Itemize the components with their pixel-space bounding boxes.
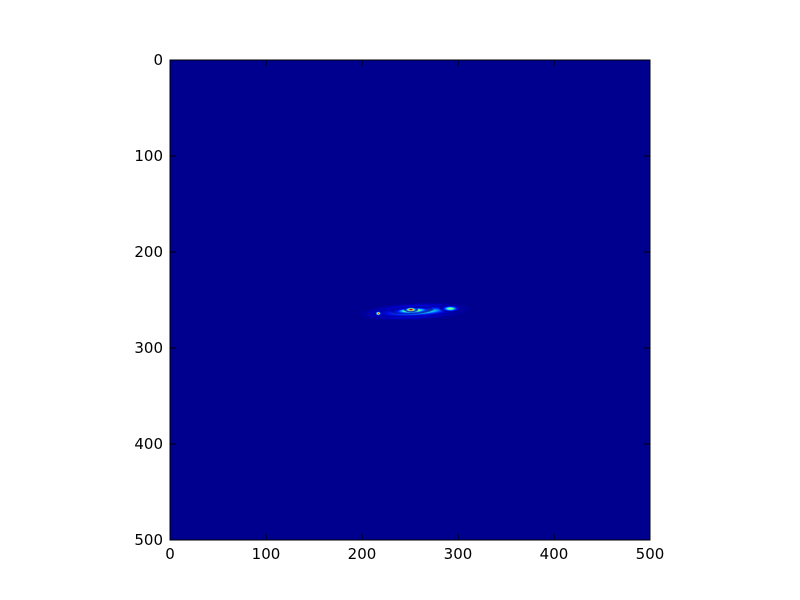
y-tick-label: 300	[134, 339, 163, 357]
x-tick-label: 500	[636, 545, 665, 563]
y-tick-label: 0	[153, 51, 163, 69]
hotspot-right-lobe	[438, 304, 462, 313]
hotspot-left-spot	[374, 310, 383, 317]
hotspot-peak	[403, 306, 419, 313]
x-tick-label: 100	[252, 545, 281, 563]
plot-background	[170, 60, 650, 540]
y-tick-label: 400	[134, 435, 163, 453]
y-tick-label: 100	[134, 147, 163, 165]
plot-frame	[169, 59, 651, 541]
x-tick-label: 400	[540, 545, 569, 563]
x-tick-label: 200	[348, 545, 377, 563]
x-tick-label: 0	[165, 545, 175, 563]
x-tick-label: 300	[444, 545, 473, 563]
y-tick-label: 200	[134, 243, 163, 261]
y-tick-label: 500	[134, 531, 163, 549]
heatmap-hotspot-layer	[347, 300, 482, 323]
